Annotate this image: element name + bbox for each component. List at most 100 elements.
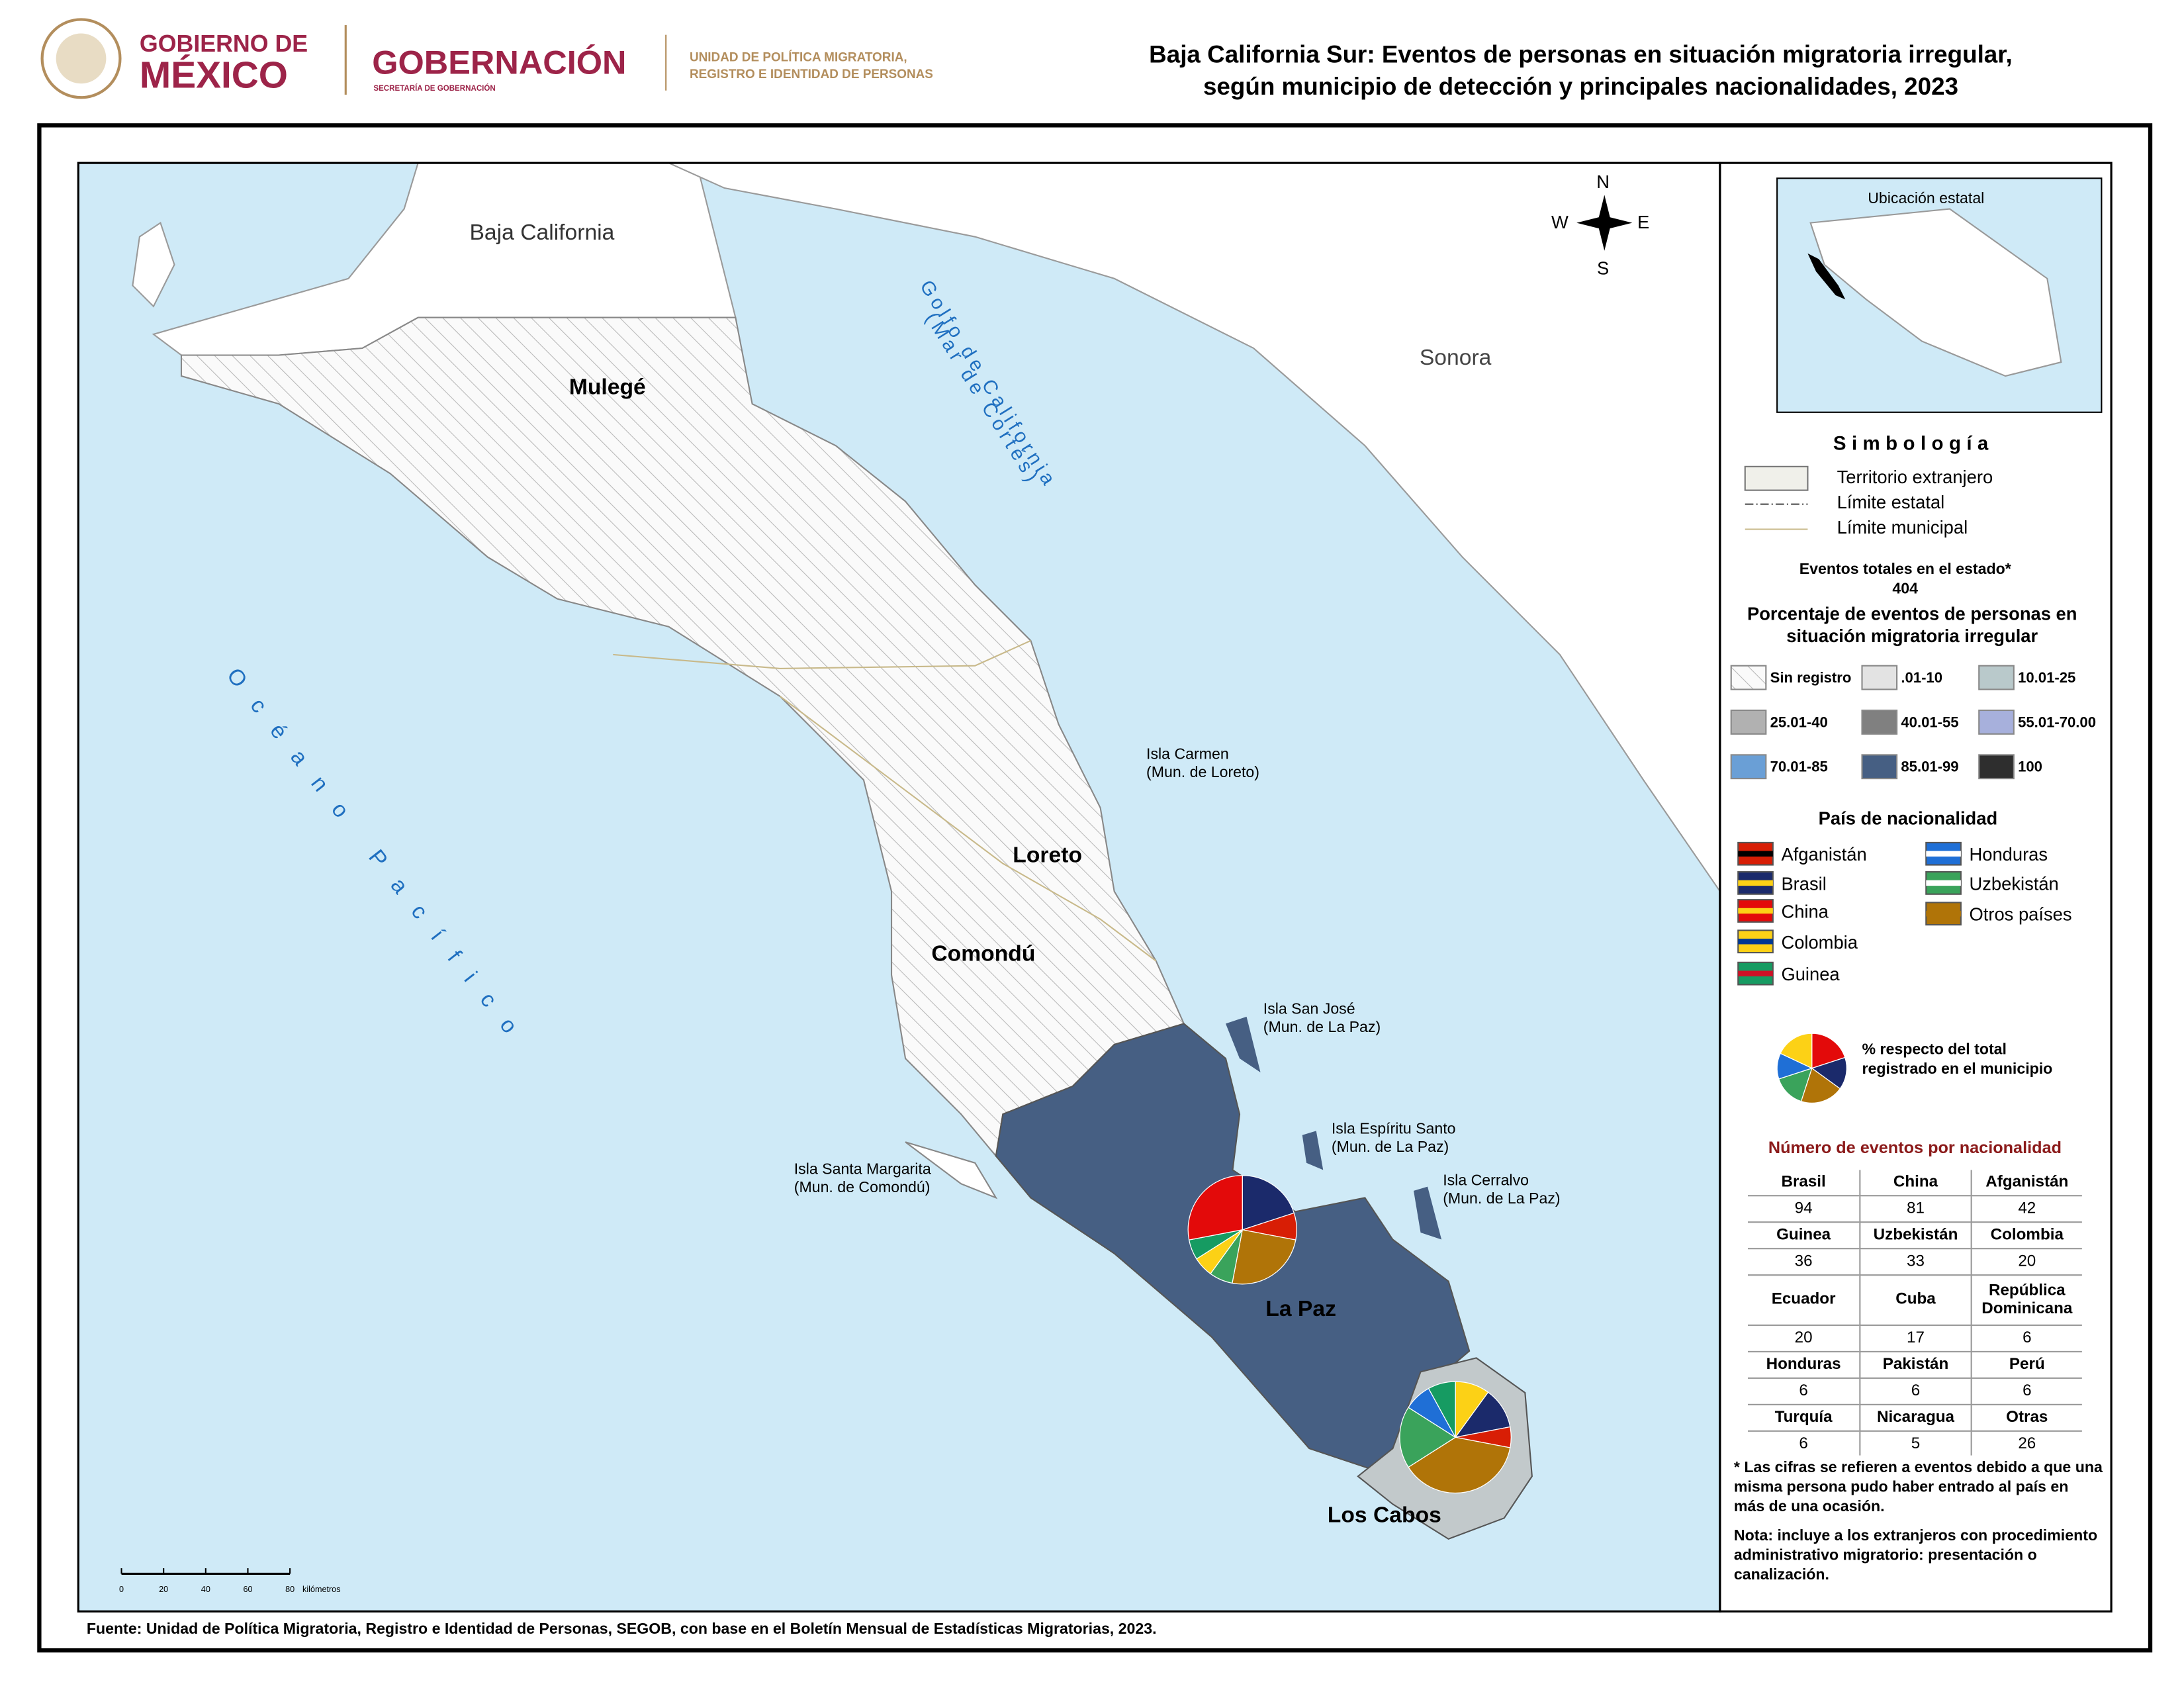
municipality-label: Mulegé <box>569 375 646 399</box>
table-row: 36 33 20 <box>1747 1249 2082 1276</box>
class-swatch <box>1978 665 2015 690</box>
table-header-cell: China <box>1859 1170 1971 1197</box>
nationality-stripe <box>1738 880 1773 886</box>
table-value-cell: 6 <box>1859 1378 1971 1405</box>
pie-slice <box>1399 1407 1457 1468</box>
table-header-cell: Turquía <box>1747 1405 1860 1432</box>
pie-slice <box>1242 1175 1295 1231</box>
nationality-label: Brasil <box>1781 873 1826 894</box>
municipality-label: Comondú <box>931 942 1035 966</box>
island-label: Isla Cerralvo <box>1443 1171 1529 1188</box>
table-header-cell: Pakistán <box>1859 1352 1971 1379</box>
logo <box>40 18 667 99</box>
pie-slice <box>1187 1175 1243 1241</box>
table-header-cell: Afganistán <box>1970 1170 2082 1197</box>
nationality-stripe <box>1738 939 1773 945</box>
compass-letter: W <box>1551 212 1569 232</box>
table-value-cell: 20 <box>1747 1326 1860 1352</box>
inset-title: Ubicación estatal <box>1868 189 1984 207</box>
table-row: Guinea Uzbekistán Colombia <box>1747 1223 2082 1250</box>
table-value-cell: 6 <box>1748 1432 1859 1456</box>
nationality-label: Honduras <box>1969 844 2048 865</box>
note-nota: Nota: incluye a los extranjeros con proc… <box>1733 1528 2098 1583</box>
table-value-cell: 36 <box>1747 1249 1860 1276</box>
table-header-cell: Ecuador <box>1747 1276 1860 1326</box>
island-label: Isla Espíritu Santo <box>1332 1120 1456 1137</box>
note-asterisk: * Las cifras se refieren a eventos debid… <box>1733 1459 2103 1515</box>
notes-container: * Las cifras se refieren a eventos debid… <box>1734 1460 2103 1585</box>
nationality-label: Guinea <box>1781 964 1840 984</box>
table-value-cell: 6 <box>1747 1379 1860 1405</box>
table: Brasil China Afganistán 94 81 42 Guinea Uzbekis… <box>1747 1170 2082 1456</box>
table-title: Número de eventos por nacionalidad <box>1768 1139 2062 1157</box>
legend-swatch <box>1744 465 1809 491</box>
table-row: 20 17 6 <box>1747 1325 2082 1352</box>
legend-item: Límite municipal <box>1837 517 1968 538</box>
table-value-cell: 6 <box>1970 1378 2082 1405</box>
table-value-cell: 5 <box>1859 1431 1970 1456</box>
nationality-stripe <box>1926 910 1961 917</box>
island-label: Isla Santa Margarita <box>794 1160 931 1178</box>
scale-label: 20 <box>159 1585 168 1594</box>
class-label: 100 <box>2018 759 2042 775</box>
compass <box>1576 216 1633 230</box>
table-header-cell: Honduras <box>1747 1352 1860 1379</box>
class-label: Sin registro <box>1770 669 1852 686</box>
pie-note: registrado en el municipio <box>1862 1060 2052 1077</box>
table-header-cell: Otras <box>1970 1405 2082 1432</box>
municipality-label: Baja California <box>469 220 614 245</box>
nationality-label: Afganistán <box>1781 844 1866 865</box>
dept-sub: SECRETARÍA DE GOBERNACIÓN <box>373 84 495 93</box>
nationality-label: Otros países <box>1969 904 2071 925</box>
unit: REGISTRO E IDENTIDAD DE PERSONAS <box>690 68 933 81</box>
island-label: (Mun. de La Paz) <box>1443 1190 1560 1207</box>
gov-line: MÉXICO <box>140 54 288 97</box>
class-swatch <box>1861 754 1898 780</box>
pie-slice <box>1800 1067 1841 1103</box>
table-row: Turquía Nicaragua Otras <box>1747 1405 2082 1432</box>
table-header-cell: Nicaragua <box>1859 1405 1971 1432</box>
total-value: 404 <box>1892 579 1918 596</box>
municipality-label: Los Cabos <box>1328 1503 1441 1528</box>
island-label: Isla San José <box>1263 1000 1355 1017</box>
legend-title: Simbología <box>1833 433 1994 455</box>
class-label: 40.01-55 <box>1901 714 1958 730</box>
scale-label: 80 <box>285 1585 295 1594</box>
compass-letter: S <box>1597 258 1609 278</box>
nationality-stripe <box>1738 908 1773 914</box>
nationality-stripe <box>1926 880 1961 886</box>
class-label: 25.01-40 <box>1770 714 1828 730</box>
nationality-stripe <box>1738 851 1773 857</box>
class-swatch <box>1978 754 2015 780</box>
nationality-label: China <box>1781 902 1829 922</box>
table-value-cell: 94 <box>1747 1196 1860 1223</box>
island-label: Isla Carmen <box>1146 745 1229 763</box>
table-header-cell: Guinea <box>1747 1223 1860 1250</box>
source: Fuente: Unidad de Política Migratoria, R… <box>87 1620 1157 1637</box>
table-header-cell: República Dominicana <box>1970 1276 2082 1326</box>
unit: UNIDAD DE POLÍTICA MIGRATORIA, <box>690 50 907 65</box>
table-value-cell: 33 <box>1859 1249 1971 1276</box>
nationality-stripe <box>1926 851 1961 857</box>
title: Baja California Sur: Eventos de personas… <box>1149 41 2013 68</box>
table-value-cell: 42 <box>1970 1196 2082 1223</box>
municipality-label: La Paz <box>1265 1297 1336 1321</box>
table-row: Honduras Pakistán Perú <box>1747 1352 2082 1379</box>
table-value-cell: 81 <box>1859 1196 1971 1223</box>
pct-title: situación migratoria irregular <box>1786 626 2038 646</box>
inset-bcs <box>1807 253 1846 300</box>
class-swatch <box>1978 709 2015 735</box>
table-row: Brasil China Afganistán <box>1747 1170 2082 1197</box>
table-value-cell: 20 <box>1970 1249 2082 1276</box>
nat-title: País de nacionalidad <box>1819 808 1998 829</box>
map-area <box>78 163 1720 1612</box>
table-header-cell: Colombia <box>1970 1223 2082 1250</box>
notes: * Las cifras se refieren a eventos debid… <box>1734 1460 2103 1585</box>
outer-frame <box>37 123 2153 1653</box>
scale-label: 40 <box>201 1585 210 1594</box>
municipality-label: Sonora <box>1420 346 1492 370</box>
class-swatch <box>1730 754 1767 780</box>
